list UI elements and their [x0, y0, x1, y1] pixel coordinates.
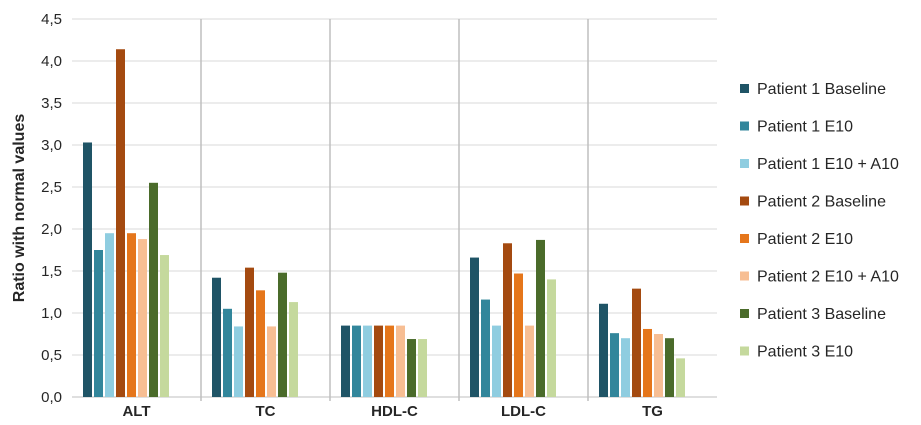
- bar: [418, 339, 427, 397]
- bar: [610, 333, 619, 397]
- y-tick-label: 4,0: [41, 53, 62, 70]
- y-tick-label: 3,0: [41, 137, 62, 154]
- bar: [289, 302, 298, 397]
- bar: [212, 277, 221, 397]
- legend-label: Patient 1 E10: [757, 119, 853, 136]
- bar: [374, 325, 383, 397]
- bar: [245, 267, 254, 397]
- bar: [676, 358, 685, 397]
- legend-swatch: [740, 121, 749, 131]
- bar: [352, 325, 361, 397]
- bar: [234, 326, 243, 397]
- bar: [267, 326, 276, 397]
- legend-swatch: [740, 234, 749, 243]
- legend-swatch: [740, 159, 749, 168]
- legend-swatch: [740, 271, 749, 281]
- legend-swatch: [740, 309, 749, 318]
- bar: [632, 288, 641, 397]
- legend-swatch: [740, 196, 749, 206]
- legend-label: Patient 3 Baseline: [757, 306, 886, 323]
- x-category-label: ALT: [122, 403, 150, 420]
- bar: [94, 250, 103, 397]
- y-tick-label: 0,0: [41, 389, 62, 406]
- bar: [385, 325, 394, 397]
- bar: [256, 290, 265, 397]
- bar: [503, 243, 512, 397]
- bar: [138, 239, 147, 397]
- legend-swatch: [740, 84, 749, 93]
- bar: [116, 49, 125, 398]
- x-category-label: TG: [642, 403, 663, 420]
- bar: [278, 272, 287, 397]
- legend-label: Patient 2 E10: [757, 231, 853, 248]
- bar: [654, 334, 663, 397]
- y-tick-label: 4,5: [41, 11, 62, 28]
- bar: [481, 299, 490, 397]
- bar: [470, 257, 479, 397]
- bar: [127, 233, 136, 397]
- bar: [643, 328, 652, 397]
- bar: [341, 325, 350, 397]
- x-category-label: HDL-C: [371, 403, 418, 420]
- bar: [83, 142, 92, 397]
- legend-label: Patient 3 E10: [757, 344, 853, 361]
- bar: [160, 255, 169, 397]
- bar: [396, 325, 405, 397]
- y-axis-title: Ratio with normal values: [11, 114, 28, 303]
- x-category-label: TC: [256, 403, 276, 420]
- y-tick-label: 1,0: [41, 305, 62, 322]
- y-tick-label: 1,5: [41, 263, 62, 280]
- bar: [492, 325, 501, 397]
- legend-label: Patient 2 E10 + A10: [757, 269, 899, 286]
- legend-swatch: [740, 346, 749, 356]
- bar: [536, 239, 545, 397]
- bar: [599, 303, 608, 397]
- bar: [621, 338, 630, 397]
- bar: [407, 339, 416, 397]
- legend-label: Patient 1 E10 + A10: [757, 156, 899, 173]
- legend-label: Patient 1 Baseline: [757, 81, 886, 98]
- bar: [514, 273, 523, 397]
- bar: [149, 182, 158, 397]
- y-tick-label: 3,5: [41, 95, 62, 112]
- bar: [547, 279, 556, 397]
- bar: [105, 233, 114, 397]
- x-category-label: LDL-C: [501, 403, 546, 420]
- bar: [223, 308, 232, 397]
- y-tick-label: 0,5: [41, 347, 62, 364]
- legend-label: Patient 2 Baseline: [757, 194, 886, 211]
- y-tick-label: 2,5: [41, 179, 62, 196]
- bar: [665, 338, 674, 397]
- bar: [525, 325, 534, 397]
- bar: [363, 325, 372, 397]
- y-tick-label: 2,0: [41, 221, 62, 238]
